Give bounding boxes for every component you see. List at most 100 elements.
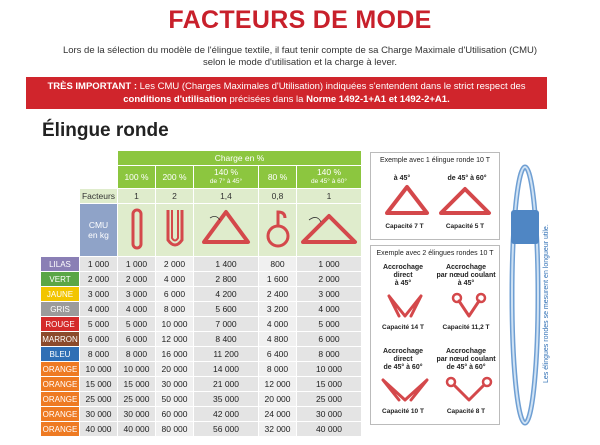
row-value: 1 400 (193, 256, 259, 272)
row-value: 30 000 (296, 406, 362, 422)
row-value: 4 000 (155, 271, 194, 287)
row-value: 8 000 (117, 346, 156, 362)
banner-bold: TRÈS IMPORTANT : (47, 81, 137, 92)
row-value: 10 000 (155, 316, 194, 332)
example-2-item-2-text: Accrochage par nœud coulant à 45° (435, 264, 497, 288)
cmu-label: CMU en kg (79, 203, 118, 257)
example-1-left-capacity: Capacité 7 T (385, 223, 424, 230)
empty-cell (79, 165, 118, 189)
mode-wide-angle-icon (296, 203, 362, 257)
row-cmu: 2 000 (79, 271, 118, 287)
example-2-item-2-capacity: Capacité 11,2 T (442, 324, 490, 331)
row-value: 25 000 (296, 391, 362, 407)
percent-2: 200 % (155, 165, 194, 189)
percent-2-text: 200 % (162, 172, 187, 182)
row-value: 8 400 (193, 331, 259, 347)
example-2-item-4-text: Accrochage par nœud coulant de 45° à 60° (435, 348, 497, 372)
example-1-sling-icons (385, 185, 491, 215)
row-value: 20 000 (258, 391, 297, 407)
table-row: VERT 2 000 2 000 4 000 2 800 1 600 2 000 (40, 271, 362, 287)
mode-vertical-icon (117, 203, 156, 257)
intro-text: Lors de la sélection du modèle de l'élin… (40, 45, 560, 69)
row-cmu: 25 000 (79, 391, 118, 407)
example-2-title: Exemple avec 2 élingues rondes 10 T (376, 250, 494, 257)
row-value: 5 000 (296, 316, 362, 332)
facteurs-label: Facteurs (79, 188, 118, 204)
cmu-label-1: CMU (88, 220, 109, 230)
mode-angle-icon (193, 203, 259, 257)
example-1-right-angle: de 45° à 60° (447, 175, 487, 182)
table-row: ORANGE 25 000 25 000 50 000 35 000 20 000 25 0… (40, 391, 362, 407)
banner-norm: Norme 1492-1+A1 et 1492-2+A1. (306, 94, 450, 105)
example-2-item-1-text: Accrochage direct à 45° (373, 264, 433, 288)
percent-4-text: 80 % (267, 172, 288, 182)
percent-5-text: 140 % (316, 167, 342, 177)
row-value: 8 000 (258, 361, 297, 377)
row-value: 40 000 (296, 421, 362, 437)
cmu-label-2: en kg (88, 230, 109, 240)
ex2-i4-t3: de 45° à 60° (446, 364, 486, 371)
row-value: 1 000 (296, 256, 362, 272)
row-cmu: 5 000 (79, 316, 118, 332)
row-value: 56 000 (193, 421, 259, 437)
percent-1-text: 100 % (124, 172, 149, 182)
row-color-label: ORANGE (40, 406, 80, 422)
row-value: 3 000 (117, 286, 156, 302)
mode-choke-icon (258, 203, 297, 257)
intro-line-2: selon le mode d'utilisation et la charge… (202, 57, 398, 68)
table-row: ORANGE 30 000 30 000 60 000 42 000 24 000 30 0… (40, 406, 362, 422)
row-cmu: 10 000 (79, 361, 118, 377)
example-2-top-icons (387, 292, 487, 318)
row-value: 6 000 (296, 331, 362, 347)
ex2-i3-t1: Accrochage (382, 348, 424, 355)
row-value: 30 000 (117, 406, 156, 422)
row-value: 6 400 (258, 346, 297, 362)
row-cmu: 1 000 (79, 256, 118, 272)
table-row: ORANGE 10 000 10 000 20 000 14 000 8 000 10 00… (40, 361, 362, 377)
row-color-label: GRIS (40, 301, 80, 317)
table-body: LILAS 1 000 1 000 2 000 1 400 800 1 000 VERT 2 0… (40, 256, 362, 437)
table-row: ORANGE 15 000 15 000 30 000 21 000 12 000 15 0… (40, 376, 362, 392)
ex2-i1-t3: à 45° (394, 280, 412, 287)
percent-3: 140 % de 7° à 45° (193, 165, 259, 189)
row-value: 80 000 (155, 421, 194, 437)
row-value: 2 800 (193, 271, 259, 287)
example-2-item-3-text: Accrochage direct de 45° à 60° (373, 348, 433, 372)
table-row: GRIS 4 000 4 000 8 000 5 600 3 200 4 000 (40, 301, 362, 317)
row-color-label: VERT (40, 271, 80, 287)
facteur-2: 2 (155, 188, 194, 204)
example-2-bottom-icons (381, 376, 493, 402)
row-value: 2 400 (258, 286, 297, 302)
row-value: 15 000 (117, 376, 156, 392)
table-row: ROUGE 5 000 5 000 10 000 7 000 4 000 5 000 (40, 316, 362, 332)
row-value: 16 000 (155, 346, 194, 362)
row-value: 2 000 (296, 271, 362, 287)
ex2-i4-t1: Accrochage (445, 348, 487, 355)
row-value: 32 000 (258, 421, 297, 437)
row-value: 5 000 (117, 316, 156, 332)
row-value: 40 000 (117, 421, 156, 437)
empty-cell (40, 203, 80, 257)
row-color-label: ORANGE (40, 376, 80, 392)
row-cmu: 40 000 (79, 421, 118, 437)
row-cmu: 3 000 (79, 286, 118, 302)
row-value: 25 000 (117, 391, 156, 407)
facteur-1: 1 (117, 188, 156, 204)
row-color-label: LILAS (40, 256, 80, 272)
row-value: 24 000 (258, 406, 297, 422)
empty-cell (40, 150, 80, 166)
facteur-5: 1 (296, 188, 362, 204)
row-value: 15 000 (296, 376, 362, 392)
row-color-label: BLEU (40, 346, 80, 362)
side-note: Les élingues rondes se mesurent en longu… (538, 205, 552, 385)
percent-4: 80 % (258, 165, 297, 189)
ex2-i2-t1: Accrochage (445, 264, 487, 271)
ex2-i1-t1: Accrochage (382, 264, 424, 271)
percent-3-note: de 7° à 45° (209, 178, 243, 185)
row-value: 20 000 (155, 361, 194, 377)
example-2-item-4-capacity: Capacité 8 T (446, 408, 486, 415)
table-row: MARRON 6 000 6 000 12 000 8 400 4 800 6 000 (40, 331, 362, 347)
charge-header: Charge en % (117, 150, 362, 166)
round-sling-illustration (509, 164, 541, 426)
row-value: 4 000 (117, 301, 156, 317)
